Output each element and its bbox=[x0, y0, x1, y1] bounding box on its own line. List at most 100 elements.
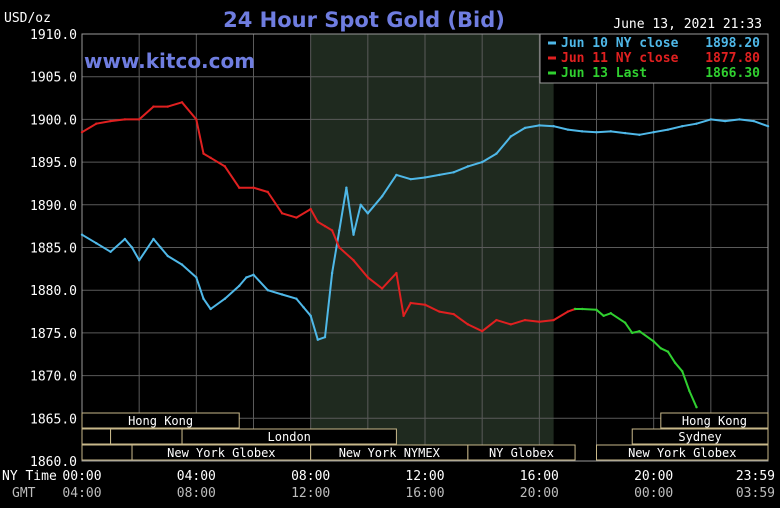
series-point bbox=[509, 135, 512, 138]
x-axis: 00:00 04:00 08:00 12:00 16:00 20:00 23:59 04:00… bbox=[62, 469, 775, 501]
series-point bbox=[466, 165, 470, 168]
series-point bbox=[595, 131, 598, 134]
series-point bbox=[523, 318, 527, 322]
series-point bbox=[209, 307, 212, 311]
series-point bbox=[523, 126, 527, 130]
y-tick-label: 1875.0 bbox=[30, 327, 77, 342]
series-point bbox=[695, 405, 698, 409]
series-point bbox=[452, 171, 455, 174]
series-point bbox=[316, 338, 320, 341]
series-point bbox=[581, 130, 584, 133]
series-point bbox=[402, 314, 405, 318]
x-tick-label-gmt: 16:00 bbox=[405, 486, 444, 501]
series-point bbox=[352, 259, 355, 262]
x-tick-label-ny: 20:00 bbox=[634, 469, 673, 484]
series-point bbox=[195, 276, 198, 279]
series-point bbox=[223, 165, 227, 168]
series-point bbox=[323, 335, 327, 339]
legend-value: 1877.80 bbox=[705, 51, 760, 66]
series-point bbox=[466, 323, 470, 326]
source-link[interactable]: www.kitco.com bbox=[84, 49, 255, 73]
session-box bbox=[110, 428, 183, 445]
series-point bbox=[159, 246, 162, 249]
series-point bbox=[538, 320, 541, 323]
session-box bbox=[660, 412, 769, 429]
series-point bbox=[280, 293, 284, 296]
series-line bbox=[81, 101, 576, 333]
series-point bbox=[152, 237, 155, 241]
series-point bbox=[223, 297, 227, 300]
y-tick-label: 1870.0 bbox=[30, 370, 77, 385]
series-point bbox=[123, 118, 127, 121]
series-point bbox=[302, 306, 305, 309]
y-tick-label: 1885.0 bbox=[30, 242, 77, 257]
series-point bbox=[566, 310, 570, 313]
session-label: New York Globex bbox=[628, 446, 736, 460]
x-tick-label-ny: 04:00 bbox=[177, 469, 216, 484]
series-point bbox=[309, 207, 312, 211]
x-tick-label-gmt: 08:00 bbox=[177, 486, 216, 501]
session-label: London bbox=[268, 430, 311, 444]
x-tick-label-ny: 08:00 bbox=[291, 469, 330, 484]
series-point bbox=[330, 271, 334, 275]
session-label: New York NYMEX bbox=[339, 446, 441, 460]
series-point bbox=[202, 297, 205, 300]
series-point bbox=[566, 128, 570, 131]
series-point bbox=[266, 190, 269, 194]
grid-lines bbox=[81, 33, 769, 462]
series-point bbox=[509, 323, 512, 326]
series-point bbox=[766, 125, 770, 128]
x-tick-label-gmt: 20:00 bbox=[520, 486, 559, 501]
series-point bbox=[609, 130, 612, 133]
series-point bbox=[595, 308, 598, 312]
series-point bbox=[316, 220, 320, 224]
session-label: New York Globex bbox=[167, 446, 275, 460]
series-point bbox=[681, 125, 684, 128]
series-point bbox=[180, 263, 184, 266]
series-point bbox=[380, 195, 384, 198]
series-point bbox=[238, 284, 241, 288]
series-point bbox=[80, 131, 84, 134]
series-point bbox=[552, 125, 555, 128]
x-tick-label-ny: 00:00 bbox=[62, 469, 101, 484]
series-point bbox=[495, 318, 498, 322]
session-box bbox=[467, 444, 576, 461]
gmt-row-label: GMT bbox=[12, 486, 36, 501]
series-point bbox=[738, 118, 741, 121]
series-point bbox=[652, 340, 655, 343]
series-point bbox=[673, 361, 677, 364]
series-point bbox=[209, 156, 212, 160]
session-label: NY Globex bbox=[489, 446, 554, 460]
x-tick-label-ny: 12:00 bbox=[405, 469, 444, 484]
legend-label: Jun 10 NY close bbox=[561, 36, 679, 51]
series-point bbox=[252, 186, 255, 189]
trading-sessions: Hong Kong London New York Globex New York N… bbox=[81, 412, 769, 461]
series-point bbox=[180, 101, 184, 104]
legend-label: Jun 11 NY close bbox=[561, 51, 679, 66]
series-point bbox=[280, 212, 284, 215]
series-point bbox=[338, 229, 341, 232]
series-point bbox=[652, 131, 655, 134]
series-point bbox=[423, 303, 427, 306]
session-label: Sydney bbox=[678, 430, 721, 444]
series-point bbox=[480, 160, 484, 164]
series-point bbox=[95, 242, 98, 245]
series-point bbox=[666, 128, 670, 131]
series-point bbox=[345, 186, 348, 189]
series-point bbox=[130, 246, 134, 249]
series-point bbox=[323, 224, 327, 228]
y-tick-label: 1865.0 bbox=[30, 412, 77, 427]
series-point bbox=[631, 331, 634, 335]
legend-value: 1866.30 bbox=[705, 66, 760, 81]
series-point bbox=[137, 259, 141, 262]
series-point bbox=[623, 321, 627, 324]
x-tick-label-gmt: 04:00 bbox=[62, 486, 101, 501]
series-point bbox=[245, 276, 248, 279]
series-point bbox=[152, 105, 155, 108]
series-point bbox=[95, 122, 98, 125]
series-point bbox=[366, 212, 370, 215]
y-tick-label: 1860.0 bbox=[30, 455, 77, 470]
series-point bbox=[552, 318, 555, 322]
x-tick-label-gmt: 00:00 bbox=[634, 486, 673, 501]
